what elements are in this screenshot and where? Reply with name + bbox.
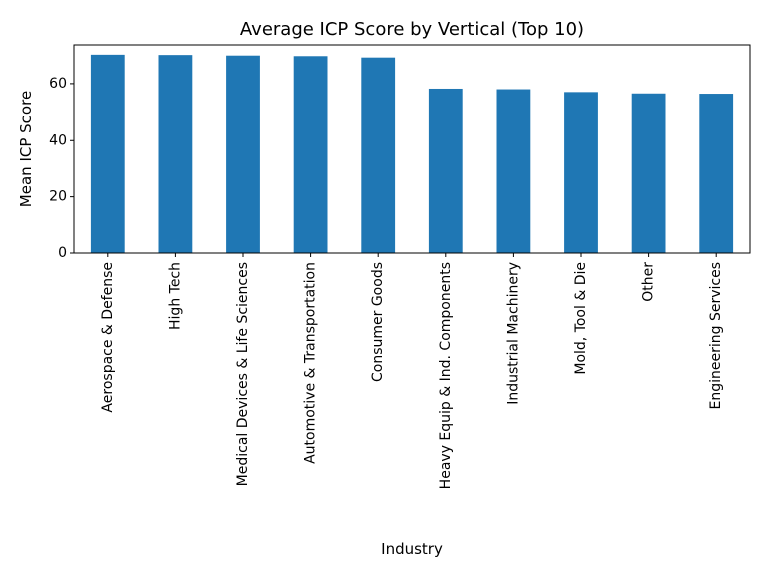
x-tick-label: Medical Devices & Life Sciences xyxy=(235,262,251,486)
bar-4 xyxy=(361,57,396,254)
bars-group xyxy=(90,54,734,254)
bar-2 xyxy=(226,55,260,254)
x-axis-label: Industry xyxy=(381,540,443,558)
y-tick-label: 20 xyxy=(49,189,67,205)
x-tick-label: High Tech xyxy=(167,262,183,330)
x-tick-label: Aerospace & Defense xyxy=(100,262,116,413)
x-tick-label: Other xyxy=(641,262,657,302)
bar-5 xyxy=(428,88,463,254)
bar-0 xyxy=(90,54,125,253)
y-axis-label: Mean ICP Score xyxy=(17,91,35,207)
bar-6 xyxy=(496,89,531,254)
y-axis-ticks: 0 20 40 60 xyxy=(49,76,74,261)
bar-3 xyxy=(293,56,328,253)
x-tick-label: Heavy Equip & Ind. Components xyxy=(438,262,454,489)
x-tick-label: Consumer Goods xyxy=(370,262,386,382)
bar-8 xyxy=(631,93,666,253)
x-tick-label: Mold, Tool & Die xyxy=(573,262,589,375)
y-tick-label: 60 xyxy=(49,76,67,92)
x-tick-label: Engineering Services xyxy=(708,262,724,410)
x-tick-label: Industrial Machinery xyxy=(505,262,521,405)
y-tick-label: 40 xyxy=(49,132,67,148)
bar-1 xyxy=(158,55,193,253)
bar-9 xyxy=(699,94,734,253)
x-tick-label: Automotive & Transportation xyxy=(303,262,319,464)
x-axis-ticks: Aerospace & Defense High Tech Medical Devi… xyxy=(100,253,724,489)
chart-title: Average ICP Score by Vertical (Top 10) xyxy=(240,19,584,40)
bar-7 xyxy=(564,92,598,253)
plot-frame xyxy=(73,44,751,254)
y-tick-label: 0 xyxy=(58,245,67,261)
